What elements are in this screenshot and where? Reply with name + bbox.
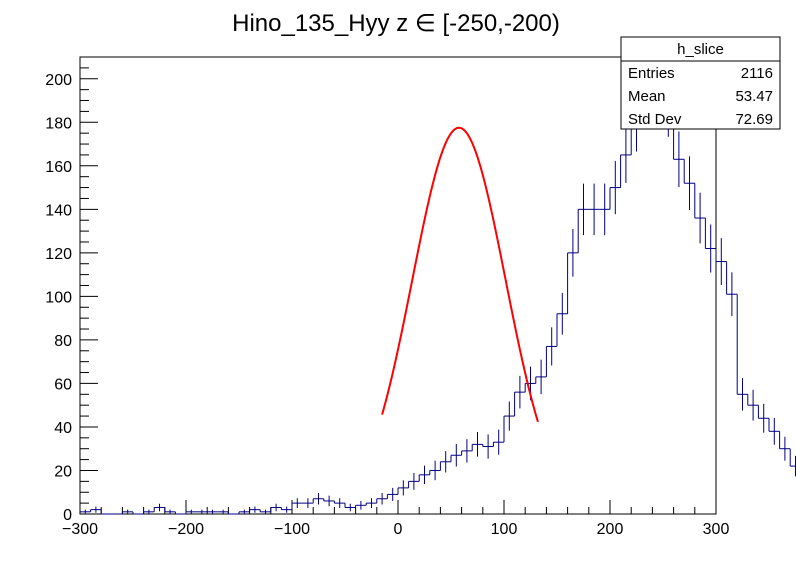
x-tick-label: −300 [62,521,98,538]
x-tick-label: 0 [394,521,403,538]
y-tick-label: 60 [54,376,72,393]
x-tick-label: −200 [168,521,204,538]
stats-box [620,36,781,130]
y-tick-label: 180 [45,115,72,132]
stats-label: Entries [628,65,675,82]
y-tick-label: 200 [45,72,72,89]
gaussian-fit-line [381,126,539,423]
y-tick-label: 20 [54,463,72,480]
y-tick-label: 100 [45,289,72,306]
stats-value: 53.47 [735,88,773,105]
y-tick-label: 0 [63,507,72,524]
y-tick-label: 160 [45,159,72,176]
x-tick-label: −100 [274,521,310,538]
stats-value: 2116 [741,65,773,82]
y-tick-label: 80 [54,333,72,350]
y-tick-label: 140 [45,202,72,219]
x-tick-label: 300 [703,521,730,538]
x-tick-label: 200 [597,521,624,538]
stats-title: h_slice [677,41,724,58]
y-tick-label: 40 [54,420,72,437]
stats-value: 72.69 [735,111,773,128]
chart-title: Hino_135_Hyy z ∈ [-250,-200) [232,10,560,37]
y-tick-label: 120 [45,246,72,263]
stats-label: Std Dev [628,111,682,128]
stats-label: Mean [628,88,666,105]
x-tick-label: 100 [491,521,518,538]
